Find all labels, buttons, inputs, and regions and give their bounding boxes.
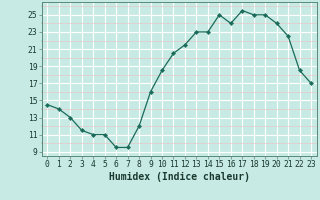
X-axis label: Humidex (Indice chaleur): Humidex (Indice chaleur) xyxy=(109,172,250,182)
